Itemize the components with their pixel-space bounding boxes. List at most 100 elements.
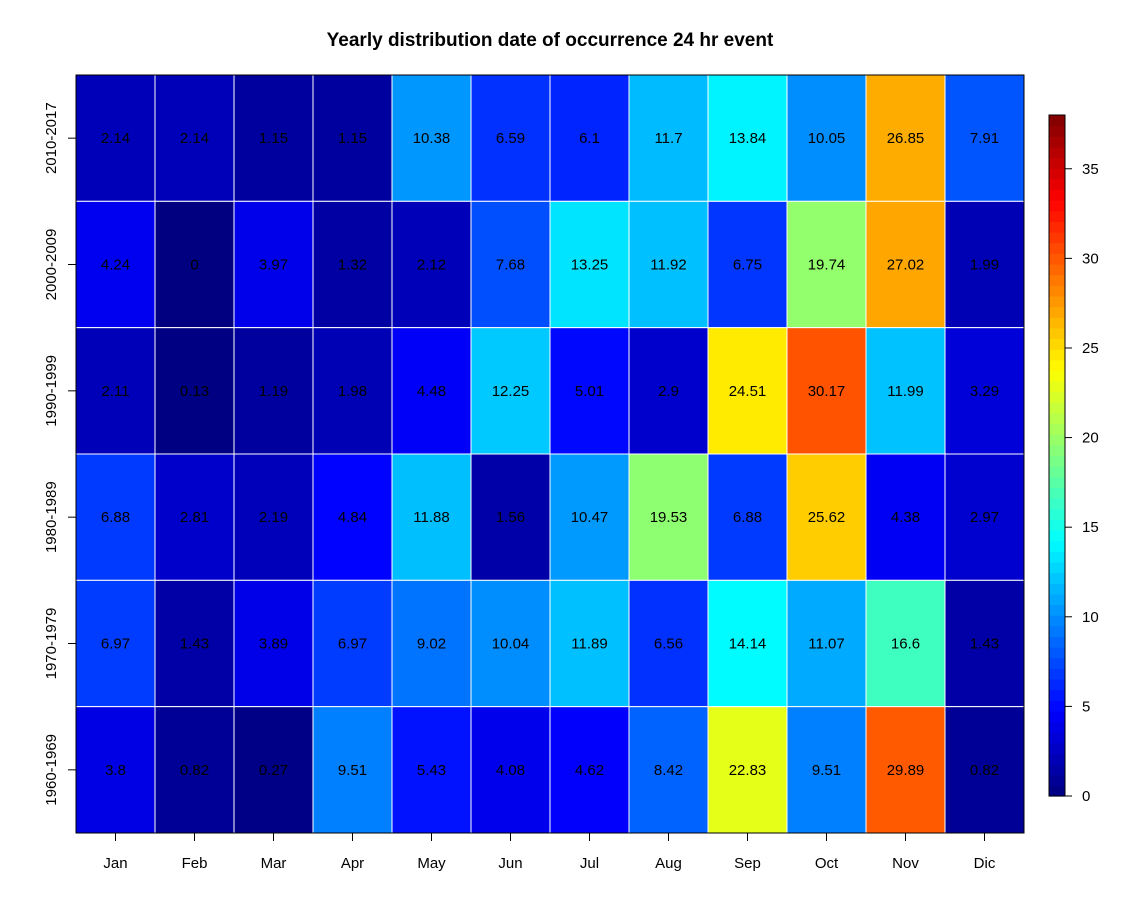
cell-value-label: 8.42 [654,762,683,779]
colorbar-segment [1049,742,1065,755]
heatmap-cell [470,453,551,581]
cell-value-label: 14.14 [729,636,767,653]
cell-value-label: 7.68 [496,257,525,274]
cell-value-label: 1.56 [496,509,525,526]
cell-value-label: 6.88 [101,509,130,526]
colorbar-segment [1049,732,1065,744]
cell-value-label: 0 [190,257,198,274]
plot-border [75,74,1025,834]
colorbar-segment [1049,476,1065,489]
colorbar-segment [1049,498,1065,510]
cell-value-label: 5.43 [417,762,446,779]
colorbar-segment [1049,668,1065,680]
y-tick-label: 1960-1969 [43,734,60,806]
x-axis: Jan Feb Mar Apr May Jun Jul Aug Sep Oct Nov Dic [103,833,996,872]
heatmap-cell [75,706,156,834]
cell-value-label: 4.24 [101,257,130,274]
heatmap-cell [786,74,867,202]
heatmap-cell [312,200,393,329]
cell-value-label: 10.04 [492,636,530,653]
colorbar-tick-label: 30 [1082,250,1099,267]
heatmap-cell [391,74,472,202]
colorbar-segment [1049,178,1065,191]
heatmap-cell [470,74,551,202]
heatmap-cell [154,74,235,202]
colorbar-segment [1049,647,1065,659]
cell-value-label: 10.47 [571,509,609,526]
colorbar-segment [1049,274,1065,286]
colorbar-tick-label: 0 [1082,788,1090,805]
colorbar-segment [1049,572,1065,584]
heatmap-cell [786,200,867,329]
cell-value-label: 19.53 [650,509,688,526]
cell-value-label: 1.15 [259,130,288,147]
cell-value-label: 5.01 [575,383,604,400]
colorbar-segment [1049,168,1065,180]
colorbar-segment [1049,157,1065,169]
colorbar-segment [1049,327,1065,340]
heatmap-cell [75,579,156,708]
colorbar-segment [1049,487,1065,499]
colorbar-segment [1049,210,1065,223]
cell-value-label: 9.51 [338,762,367,779]
cell-value-label: 13.25 [571,257,609,274]
cell-value-label: 4.38 [891,509,920,526]
cell-value-label: 1.98 [338,383,367,400]
cell-value-label: 0.13 [180,383,209,400]
heatmap-cell [549,453,630,581]
colorbar-segment [1049,636,1065,648]
heatmap-cell [549,579,630,708]
colorbar-segment [1049,551,1065,563]
cell-value-label: 1.19 [259,383,288,400]
cell-value-label: 4.08 [496,762,525,779]
cell-value-label: 27.02 [887,257,925,274]
heatmap-cell [312,74,393,202]
heatmap-cell [865,453,946,581]
cell-value-label: 11.7 [654,130,682,147]
colorbar-segment [1049,317,1065,329]
colorbar-segment [1049,466,1065,478]
heatmap-cell [312,327,393,455]
heatmap-cell [628,200,709,329]
heatmap-cell [786,706,867,834]
colorbar-segment [1049,455,1065,467]
x-tick-label: Jul [580,855,599,872]
heatmap-cell [944,453,1025,581]
heatmap-cell [233,453,314,581]
colorbar-segment [1049,295,1065,308]
cell-value-label: 10.38 [413,130,451,147]
cell-value-label: 0.27 [259,762,288,779]
colorbar-segment [1049,285,1065,297]
colorbar-segment [1049,412,1065,425]
cell-value-label: 10.05 [808,130,846,147]
heatmap-cell [75,74,156,202]
cell-value-label: 6.56 [654,636,683,653]
x-tick-label: Apr [341,855,364,872]
colorbar-tick-label: 15 [1082,519,1099,536]
colorbar-segment [1049,508,1065,520]
colorbar-segment [1049,349,1065,361]
cell-value-label: 13.84 [729,130,767,147]
cell-value-label: 2.12 [417,257,446,274]
heatmap-cell [154,453,235,581]
cell-value-label: 6.88 [733,509,762,526]
x-tick-label: May [417,855,446,872]
heatmap-cell [549,327,630,455]
x-tick-label: Jan [103,855,127,872]
cell-value-label: 24.51 [729,383,767,400]
cell-value-label: 16.6 [891,636,920,653]
cell-value-label: 2.97 [970,509,999,526]
cell-value-label: 2.14 [180,130,209,147]
heatmap-cell [75,453,156,581]
heatmap-cell [233,579,314,708]
colorbar-segment [1049,444,1065,457]
heatmap-cell [944,706,1025,834]
cell-value-label: 1.43 [970,636,999,653]
colorbar-tick-label: 20 [1082,430,1099,447]
colorbar-segment [1049,253,1065,265]
x-tick-label: Oct [815,855,839,872]
colorbar-segment [1049,232,1065,244]
cell-value-label: 3.89 [259,636,288,653]
cell-value-label: 29.89 [887,762,925,779]
